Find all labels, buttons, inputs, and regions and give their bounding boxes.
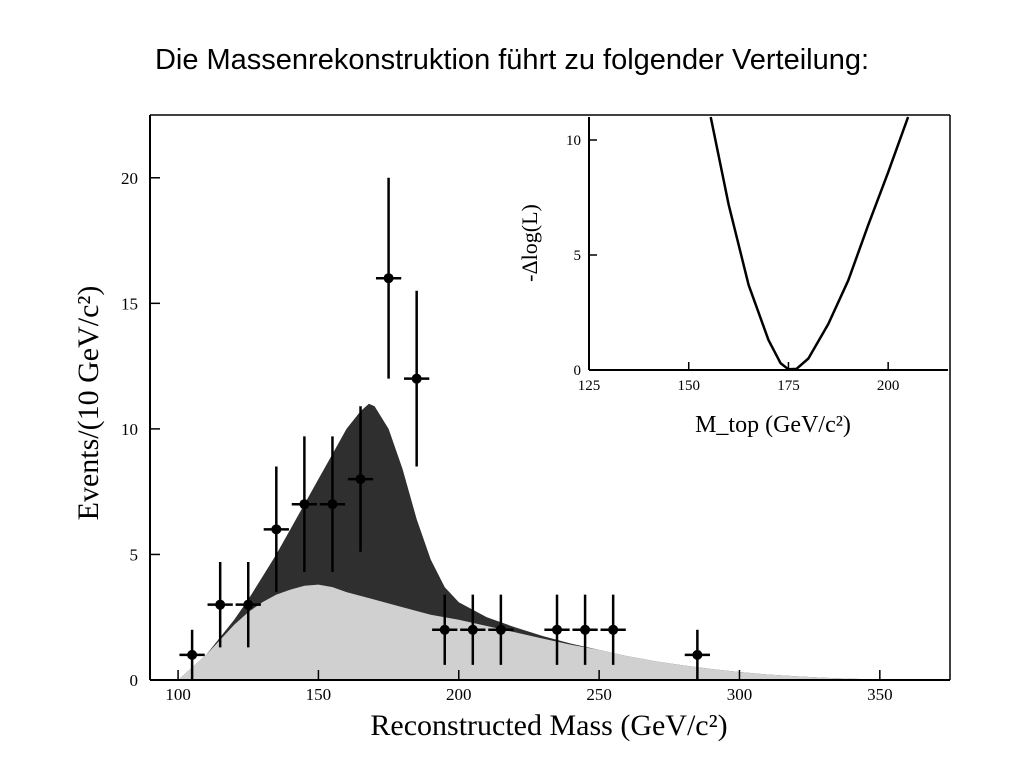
data-point-marker xyxy=(299,499,310,510)
main-y-tick-label: 10 xyxy=(121,420,138,439)
main-x-tick-label: 350 xyxy=(867,685,893,704)
inset-chart-background xyxy=(589,117,948,370)
main-chart-y-axis-label: Events/(10 GeV/c²) xyxy=(72,286,105,521)
inset-likelihood-curve xyxy=(709,116,910,371)
data-point xyxy=(291,436,318,573)
main-x-tick-label: 200 xyxy=(446,685,472,704)
slide-title: Die Massenrekonstruktion führt zu folgen… xyxy=(154,44,870,76)
data-point xyxy=(207,561,233,648)
data-point xyxy=(319,436,346,573)
inset-y-tick-label: 5 xyxy=(574,248,582,264)
main-y-tick-label: 5 xyxy=(130,545,139,564)
data-point xyxy=(375,177,402,379)
data-point xyxy=(488,594,514,665)
data-point-marker xyxy=(411,373,422,384)
data-point-marker xyxy=(327,499,338,510)
inset-x-tick-label: 150 xyxy=(677,378,700,394)
inset-y-tick-label: 0 xyxy=(574,363,582,379)
data-point xyxy=(263,466,289,593)
main-x-tick-label: 150 xyxy=(306,685,332,704)
inset-chart-ticks: 125 150 175 200 0 5 10 xyxy=(566,133,899,394)
data-point-marker xyxy=(608,624,619,635)
data-point xyxy=(404,290,430,467)
inset-x-tick-label: 200 xyxy=(877,378,900,394)
main-chart-ticks: 100 150 200 250 300 350 0 5 10 15 20 xyxy=(121,169,893,704)
main-x-tick-label: 250 xyxy=(586,685,612,704)
data-point xyxy=(235,561,261,648)
main-x-tick-label: 100 xyxy=(165,685,191,704)
inset-y-tick-label: 10 xyxy=(566,133,581,149)
main-chart-background-areas xyxy=(178,403,936,680)
main-y-tick-label: 15 xyxy=(121,294,138,313)
data-point-marker xyxy=(552,624,563,635)
data-point xyxy=(179,629,205,680)
data-point-marker xyxy=(187,649,198,660)
inset-chart-curve xyxy=(709,116,910,371)
main-x-tick-label: 300 xyxy=(727,685,753,704)
data-point xyxy=(684,629,710,680)
data-point-marker xyxy=(243,599,254,610)
data-point xyxy=(572,594,598,665)
data-point-marker xyxy=(271,524,282,535)
data-point xyxy=(432,594,458,665)
inset-chart-y-axis-label: -Δlog(L) xyxy=(517,204,542,282)
inset-x-tick-label: 125 xyxy=(578,378,601,394)
inset-chart-x-axis-label: M_top (GeV/c²) xyxy=(695,412,851,438)
data-point-marker xyxy=(355,474,366,485)
data-point-marker xyxy=(215,599,226,610)
data-point xyxy=(347,406,374,552)
data-point xyxy=(544,594,570,665)
data-point-marker xyxy=(383,273,394,284)
main-chart-data-points xyxy=(179,177,710,680)
data-point-marker xyxy=(692,649,703,660)
data-point xyxy=(600,594,626,665)
main-chart-x-axis-label: Reconstructed Mass (GeV/c²) xyxy=(370,709,727,742)
data-point-marker xyxy=(495,624,506,635)
main-y-tick-label: 20 xyxy=(121,169,138,188)
data-point xyxy=(460,594,486,665)
data-point-marker xyxy=(439,624,450,635)
data-point-marker xyxy=(467,624,478,635)
inset-x-tick-label: 175 xyxy=(777,378,800,394)
main-chart-area-1 xyxy=(178,584,936,680)
main-y-tick-label: 0 xyxy=(130,671,139,690)
data-point-marker xyxy=(580,624,591,635)
